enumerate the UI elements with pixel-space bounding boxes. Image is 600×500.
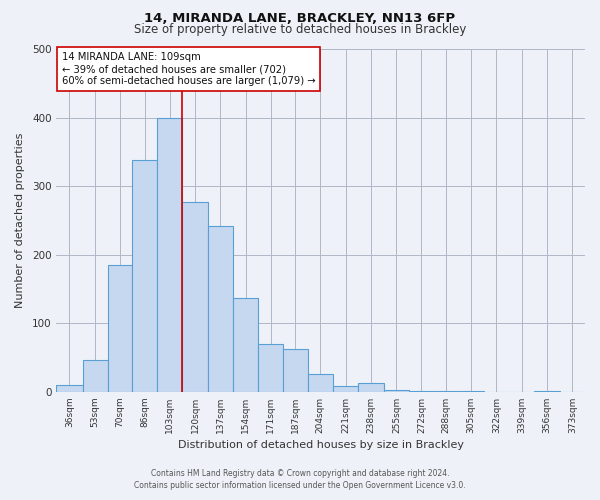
Bar: [133, 160, 157, 392]
Bar: [333, 386, 358, 392]
Bar: [208, 226, 233, 392]
Bar: [458, 391, 484, 392]
Bar: [182, 202, 208, 392]
Bar: [157, 118, 182, 392]
Bar: [283, 348, 308, 392]
Bar: [56, 385, 83, 392]
Y-axis label: Number of detached properties: Number of detached properties: [15, 132, 25, 308]
Bar: [233, 298, 259, 392]
Bar: [535, 391, 560, 392]
Bar: [358, 383, 384, 392]
Bar: [434, 391, 458, 392]
Text: Contains HM Land Registry data © Crown copyright and database right 2024.
Contai: Contains HM Land Registry data © Crown c…: [134, 468, 466, 490]
Bar: [108, 265, 133, 392]
Bar: [259, 344, 283, 392]
Bar: [83, 360, 108, 392]
Text: 14, MIRANDA LANE, BRACKLEY, NN13 6FP: 14, MIRANDA LANE, BRACKLEY, NN13 6FP: [145, 12, 455, 26]
Bar: [409, 391, 434, 392]
Text: Size of property relative to detached houses in Brackley: Size of property relative to detached ho…: [134, 22, 466, 36]
Text: 14 MIRANDA LANE: 109sqm
← 39% of detached houses are smaller (702)
60% of semi-d: 14 MIRANDA LANE: 109sqm ← 39% of detache…: [62, 52, 316, 86]
Bar: [308, 374, 333, 392]
X-axis label: Distribution of detached houses by size in Brackley: Distribution of detached houses by size …: [178, 440, 464, 450]
Bar: [384, 390, 409, 392]
